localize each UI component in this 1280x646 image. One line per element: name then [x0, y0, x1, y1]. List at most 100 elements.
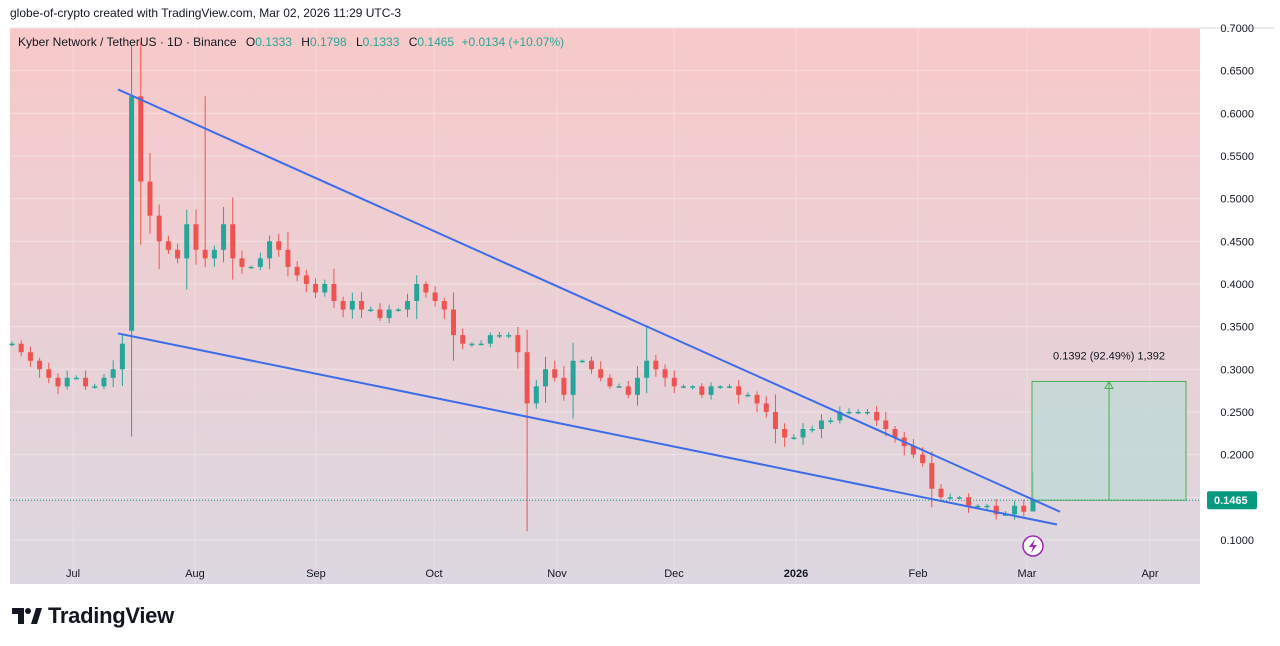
candle [27, 352, 33, 361]
candle [221, 224, 227, 250]
candle [432, 292, 438, 302]
candle [910, 446, 916, 455]
candle [929, 463, 935, 489]
candle [754, 394, 760, 404]
time-tick-label: Oct [425, 568, 442, 580]
upper-trendline[interactable] [117, 88, 1061, 513]
candle [414, 283, 420, 302]
candle [533, 386, 539, 404]
candle [763, 403, 769, 412]
grid [10, 27, 1200, 584]
legend-open: 0.1333 [255, 35, 292, 49]
candle [864, 411, 870, 414]
time-tick-label: Nov [547, 568, 567, 580]
price-tick-label: 0.1000 [1220, 535, 1254, 547]
candle [110, 369, 116, 378]
candle [653, 360, 659, 370]
legend-low: 0.1333 [363, 35, 400, 49]
candle [46, 369, 52, 378]
candle [368, 309, 374, 312]
candle [55, 377, 61, 387]
time-tick-label: Jul [66, 568, 80, 580]
candle [726, 386, 732, 388]
candle [395, 309, 401, 312]
candle [625, 386, 631, 395]
candle [211, 249, 217, 259]
candle [497, 335, 503, 337]
time-axis: Jul Aug Sep Oct Nov Dec 2026 Feb Mar Apr [66, 568, 1159, 580]
candle [515, 335, 521, 353]
candle [322, 283, 328, 293]
candle [644, 360, 650, 378]
candle [782, 428, 788, 438]
candle [184, 224, 190, 259]
candle [772, 411, 778, 429]
legend: Kyber Network / TetherUS · 1D · Binance … [18, 35, 564, 49]
price-tick-label: 0.3500 [1220, 322, 1254, 334]
candle [966, 497, 972, 506]
tradingview-logo[interactable]: TradingView [12, 603, 174, 629]
candle [938, 488, 944, 498]
candle [239, 258, 245, 267]
candle [257, 258, 263, 267]
candle [690, 386, 696, 388]
price-tick-label: 0.3000 [1220, 364, 1254, 376]
candle [1012, 505, 1018, 515]
price-tick-label: 0.4500 [1220, 236, 1254, 248]
legend-close: 0.1465 [417, 35, 454, 49]
candle [736, 386, 742, 395]
candles [9, 42, 1036, 532]
candle [524, 352, 530, 404]
candle [920, 454, 926, 464]
price-tick-label: 0.7000 [1220, 23, 1254, 35]
candle [156, 215, 162, 242]
measure-label: 0.1392 (92.49%) 1,392 [1053, 350, 1165, 362]
candle [386, 309, 392, 319]
candle [267, 241, 273, 259]
lower-trendline[interactable] [117, 332, 1058, 526]
candle [837, 411, 843, 421]
candle [984, 505, 990, 508]
candle [9, 343, 15, 346]
candle [607, 377, 613, 387]
candle [460, 335, 466, 344]
candle [616, 386, 622, 388]
candle [331, 283, 337, 302]
candle [138, 96, 144, 182]
candle [469, 343, 475, 346]
candle [708, 386, 714, 395]
price-tick-label: 0.6500 [1220, 66, 1254, 78]
candle [1030, 500, 1036, 512]
chart-caption: globe-of-crypto created with TradingView… [10, 6, 402, 20]
lightning-event-icon[interactable] [1022, 535, 1044, 557]
candle [73, 377, 79, 380]
candle [598, 369, 604, 378]
legend-symbol: Kyber Network / TetherUS · 1D · Binance [18, 35, 237, 49]
candle [846, 411, 852, 414]
candle [64, 377, 70, 387]
candle [800, 428, 806, 438]
candle [947, 497, 953, 499]
candle [441, 301, 447, 310]
candle [993, 505, 999, 515]
candle [202, 249, 208, 259]
candle [18, 343, 24, 353]
candle [175, 249, 181, 259]
candle [230, 224, 236, 259]
candle [248, 266, 254, 269]
price-chart[interactable]: 0.7000 0.6500 0.6000 0.5500 0.5000 0.4500 0.40… [0, 0, 1280, 600]
candle [276, 241, 282, 250]
legend-high: 0.1798 [310, 35, 347, 49]
candle [423, 283, 429, 293]
candle [855, 411, 861, 414]
candle [313, 283, 319, 293]
candle [717, 386, 723, 388]
price-tick-label: 0.2000 [1220, 450, 1254, 462]
candle [975, 505, 981, 508]
legend-change: +0.0134 (+10.07%) [461, 35, 564, 49]
candle [1021, 505, 1027, 512]
candle [570, 360, 576, 395]
candle [92, 386, 98, 388]
candle [634, 377, 640, 395]
time-tick-label: Apr [1141, 568, 1158, 580]
